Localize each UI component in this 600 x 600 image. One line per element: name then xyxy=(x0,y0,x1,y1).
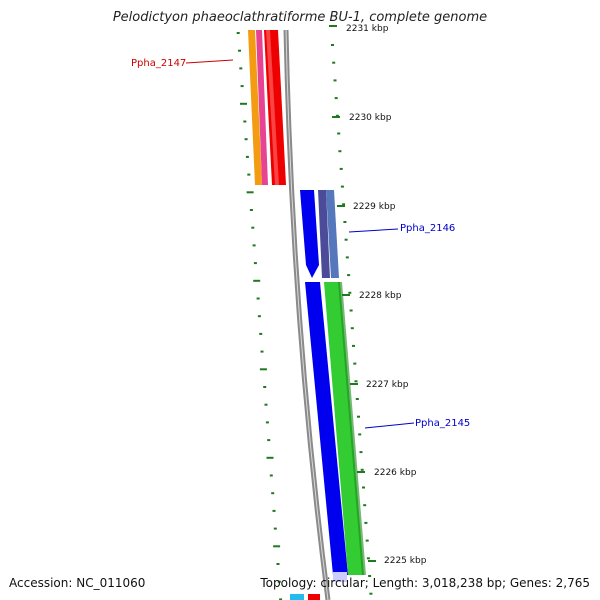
minor-tick xyxy=(349,309,353,312)
tick-2225: 2225 kbp xyxy=(368,556,427,566)
cds-bottom-red xyxy=(308,594,320,600)
minor-tick xyxy=(365,539,369,542)
cds-block-reverse xyxy=(248,30,286,185)
minor-tick xyxy=(366,557,370,560)
gene-label-ppha-2146[interactable]: Ppha_2146 xyxy=(348,223,455,234)
minor-tick xyxy=(247,173,251,176)
tick-label-2226: 2226 kbp xyxy=(374,468,417,478)
tick-2227: 2227 kbp xyxy=(350,380,409,390)
minor-tick xyxy=(249,209,253,211)
gene-label-ppha-2145[interactable]: Ppha_2145 xyxy=(364,418,470,429)
minor-tick xyxy=(265,421,269,424)
minor-tick xyxy=(273,545,281,548)
cds-block-ppha-2145 xyxy=(305,282,366,575)
minor-tick xyxy=(239,67,243,70)
minor-tick xyxy=(246,191,254,194)
minor-tick xyxy=(354,380,358,383)
minor-tick xyxy=(267,439,271,442)
minor-tick xyxy=(236,32,240,34)
minor-tick xyxy=(279,598,283,600)
minor-tick xyxy=(343,221,347,223)
minor-tick xyxy=(260,350,264,353)
minor-tick xyxy=(364,521,368,524)
minor-tick xyxy=(245,155,249,158)
minor-tick xyxy=(362,486,365,489)
minor-tick xyxy=(273,527,277,530)
minor-tick xyxy=(347,274,351,277)
map-title: Pelodictyon phaeoclathratiforme BU-1, co… xyxy=(112,10,488,25)
tick-2226: 2226 kbp xyxy=(357,468,417,478)
cds-bottom-lavender xyxy=(333,572,347,582)
minor-tick xyxy=(357,415,360,418)
minor-tick xyxy=(363,504,367,507)
minor-tick xyxy=(252,244,256,247)
minor-tick xyxy=(244,138,248,141)
gene-name-ppha-2146[interactable]: Ppha_2146 xyxy=(400,223,455,234)
minor-tick xyxy=(240,85,244,88)
minor-tick xyxy=(334,97,338,100)
minor-tick xyxy=(355,398,359,400)
minor-tick xyxy=(251,226,255,229)
minor-tick xyxy=(272,509,276,512)
minor-tick xyxy=(360,468,364,471)
accession-label: Accession: NC_011060 xyxy=(9,576,146,590)
tick-2229: 2229 kbp xyxy=(337,202,396,212)
tick-2230: 2230 kbp xyxy=(332,113,392,123)
minor-tick xyxy=(368,575,372,577)
minor-tick xyxy=(238,49,241,52)
minor-tick xyxy=(359,451,363,454)
minor-tick xyxy=(271,492,275,495)
minor-tick xyxy=(333,79,337,82)
gene-label-ppha-2147[interactable]: Ppha_2147 xyxy=(131,58,234,69)
minor-tick xyxy=(358,433,362,436)
tick-label-2228: 2228 kbp xyxy=(359,291,402,301)
minor-tick xyxy=(352,344,355,347)
minor-tick xyxy=(331,44,334,46)
minor-tick xyxy=(257,315,261,318)
minor-tick xyxy=(269,474,273,477)
minor-tick xyxy=(264,403,268,406)
minor-tick xyxy=(276,563,280,565)
minor-tick xyxy=(243,120,247,123)
minor-tick xyxy=(240,102,247,105)
tick-label-2231: 2231 kbp xyxy=(346,24,389,34)
gene-name-ppha-2147[interactable]: Ppha_2147 xyxy=(131,58,186,69)
cds-block-ppha-2146 xyxy=(300,190,339,278)
minor-tick xyxy=(256,297,260,300)
minor-ticks-right xyxy=(331,44,373,595)
minor-tick xyxy=(348,291,352,294)
minor-tick xyxy=(253,262,257,265)
minor-tick xyxy=(369,592,373,595)
tick-label-2230: 2230 kbp xyxy=(349,113,392,123)
minor-tick xyxy=(259,332,263,335)
tick-label-2225: 2225 kbp xyxy=(384,556,427,566)
minor-tick xyxy=(263,386,267,388)
minor-tick xyxy=(344,238,348,241)
minor-tick xyxy=(342,203,346,206)
minor-tick xyxy=(335,114,339,117)
genome-summary: Topology: circular; Length: 3,018,238 bp… xyxy=(260,576,590,590)
gene-name-ppha-2145[interactable]: Ppha_2145 xyxy=(415,418,470,429)
minor-tick xyxy=(340,185,344,188)
minor-tick xyxy=(259,368,267,371)
minor-tick xyxy=(350,327,354,330)
tick-2228: 2228 kbp xyxy=(342,291,402,301)
minor-tick xyxy=(339,167,343,170)
minor-tick xyxy=(353,362,357,365)
tick-label-2227: 2227 kbp xyxy=(366,380,409,390)
minor-tick xyxy=(277,580,281,583)
minor-tick xyxy=(332,61,336,64)
minor-tick xyxy=(266,456,274,459)
tick-2231: 2231 kbp xyxy=(329,24,389,34)
minor-ticks-left xyxy=(236,32,283,600)
minor-tick xyxy=(337,132,341,135)
tick-label-2229: 2229 kbp xyxy=(353,202,396,212)
minor-tick xyxy=(345,256,349,259)
minor-tick xyxy=(253,279,261,282)
minor-tick xyxy=(338,150,342,153)
cds-bottom-cyan xyxy=(290,594,304,600)
